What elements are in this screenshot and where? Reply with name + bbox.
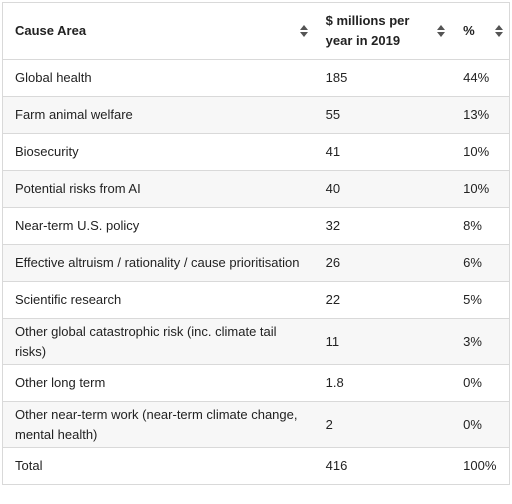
cause-cell: Biosecurity [15,144,79,159]
percent-cell: 5% [463,292,482,307]
header-cause-area[interactable]: Cause Area [3,21,314,41]
table-row: Biosecurity 41 10% [3,133,509,170]
percent-cell: 0% [463,375,482,390]
header-amount[interactable]: $ millions per year in 2019 [314,11,451,51]
cause-cell: Scientific research [15,292,122,307]
amount-cell: 2 [325,416,333,432]
table-row: Potential risks from AI 40 10% [3,170,509,207]
cause-area-table: Cause Area $ millions per year in 2019 %… [2,2,510,485]
amount-cell: 1.8 [325,375,344,390]
percent-cell: 100% [463,458,497,473]
percent-cell: 0% [463,416,482,432]
percent-cell: 3% [463,333,482,349]
header-amount-label: $ millions per year in 2019 [325,13,410,48]
table-row: Scientific research 22 5% [3,281,509,318]
cause-cell: Total [15,458,43,473]
sort-arrows-icon[interactable] [299,25,308,37]
percent-cell: 10% [463,181,490,196]
amount-cell: 32 [325,218,341,233]
table-row: Near-term U.S. policy 32 8% [3,207,509,244]
header-percent[interactable]: % [451,21,509,41]
amount-cell: 416 [325,458,348,473]
amount-cell: 22 [325,292,341,307]
table-total-row: Total 416 100% [3,447,509,484]
sort-arrows-icon[interactable] [495,25,503,37]
table-row: Global health 185 44% [3,59,509,96]
cause-cell: Global health [15,70,92,85]
table-row: Other global catastrophic risk (inc. cli… [3,318,509,364]
percent-cell: 6% [463,255,482,270]
percent-cell: 13% [463,107,490,122]
table-row: Other long term 1.8 0% [3,364,509,401]
header-percent-label: % [463,23,475,38]
table-row: Farm animal welfare 55 13% [3,96,509,133]
amount-cell: 40 [325,181,341,196]
table-row: Other near-term work (near-term climate … [3,401,509,447]
sort-arrows-icon[interactable] [437,25,446,37]
amount-cell: 185 [325,70,348,85]
amount-cell: 41 [325,144,341,159]
table-header-row: Cause Area $ millions per year in 2019 % [3,3,509,59]
percent-cell: 44% [463,70,490,85]
header-cause-area-label: Cause Area [15,23,87,38]
cause-cell: Potential risks from AI [15,181,141,196]
cause-cell: Farm animal welfare [15,107,133,122]
cause-cell: Near-term U.S. policy [15,218,140,233]
cause-cell: Effective altruism / rationality / cause… [15,255,300,270]
cause-cell: Other near-term work (near-term climate … [15,406,298,442]
cause-cell: Other long term [15,375,106,390]
amount-cell: 26 [325,255,341,270]
table-row: Effective altruism / rationality / cause… [3,244,509,281]
percent-cell: 8% [463,218,482,233]
amount-cell: 11 [325,333,340,349]
percent-cell: 10% [463,144,490,159]
amount-cell: 55 [325,107,341,122]
cause-cell: Other global catastrophic risk (inc. cli… [15,323,277,359]
